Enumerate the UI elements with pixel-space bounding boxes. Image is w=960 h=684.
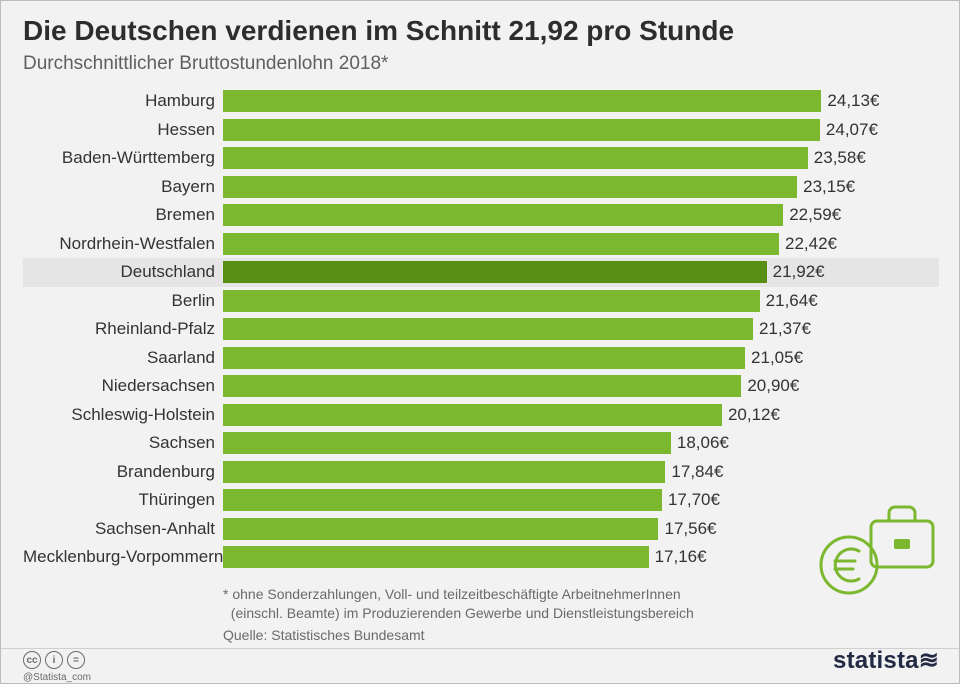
cc-by-icon: i [45,651,63,669]
category-label: Hamburg [23,91,223,111]
statista-logo: statista≋ [833,646,939,675]
chart-row: Sachsen-Anhalt 17,56€ [23,515,939,544]
category-label: Mecklenburg-Vorpommern [23,547,223,567]
category-label: Bayern [23,177,223,197]
bar [223,261,767,283]
value-label: 17,84€ [671,460,723,484]
category-label: Hessen [23,120,223,140]
chart-row: Niedersachsen 20,90€ [23,372,939,401]
category-label: Saarland [23,348,223,368]
bar [223,518,658,540]
bar-track: 21,05€ [223,346,939,370]
value-label: 20,90€ [747,374,799,398]
bar [223,375,741,397]
chart-row: Hessen 24,07€ [23,116,939,145]
bar [223,233,779,255]
category-label: Thüringen [23,490,223,510]
chart-row: Thüringen 17,70€ [23,486,939,515]
bar-track: 21,92€ [223,260,939,284]
footer: cc i = @Statista_com statista≋ [1,648,959,683]
value-label: 22,42€ [785,232,837,256]
cc-icon: cc [23,651,41,669]
chart-row: Bremen 22,59€ [23,201,939,230]
value-label: 20,12€ [728,403,780,427]
bar-track: 22,42€ [223,232,939,256]
cc-license-icons: cc i = [23,651,85,669]
value-label: 21,37€ [759,317,811,341]
bar-track: 23,15€ [223,175,939,199]
category-label: Bremen [23,205,223,225]
bar [223,90,821,112]
bar-track: 21,37€ [223,317,939,341]
chart-row: Deutschland 21,92€ [23,258,939,287]
category-label: Baden-Württemberg [23,148,223,168]
statista-wave-icon: ≋ [919,647,939,674]
chart-row: Berlin 21,64€ [23,287,939,316]
source-text: Quelle: Statistisches Bundesamt [223,627,425,643]
chart-subtitle: Durchschnittlicher Bruttostundenlohn 201… [23,53,388,75]
value-label: 21,92€ [773,260,825,284]
footnote: * ohne Sonderzahlungen, Voll- und teilze… [223,585,694,623]
chart-row: Baden-Württemberg 23,58€ [23,144,939,173]
category-label: Schleswig-Holstein [23,405,223,425]
bar-track: 23,58€ [223,146,939,170]
bar [223,204,783,226]
chart-row: Rheinland-Pfalz 21,37€ [23,315,939,344]
value-label: 22,59€ [789,203,841,227]
chart-row: Schleswig-Holstein 20,12€ [23,401,939,430]
category-label: Niedersachsen [23,376,223,396]
category-label: Sachsen [23,433,223,453]
chart-row: Brandenburg 17,84€ [23,458,939,487]
value-label: 24,07€ [826,118,878,142]
value-label: 23,15€ [803,175,855,199]
bar-track: 20,90€ [223,374,939,398]
bar-track: 22,59€ [223,203,939,227]
chart-row: Sachsen 18,06€ [23,429,939,458]
euro-briefcase-icon [809,499,939,599]
bar [223,432,671,454]
twitter-handle: @Statista_com [23,672,91,683]
value-label: 18,06€ [677,431,729,455]
value-label: 21,05€ [751,346,803,370]
bar-track: 18,06€ [223,431,939,455]
bar-chart: Hamburg24,13€Hessen24,07€Baden-Württembe… [23,87,939,572]
value-label: 17,56€ [664,517,716,541]
footnote-line: (einschl. Beamte) im Produzierenden Gewe… [223,604,694,623]
chart-row: Saarland 21,05€ [23,344,939,373]
bar [223,147,808,169]
bar [223,176,797,198]
bar [223,489,662,511]
category-label: Sachsen-Anhalt [23,519,223,539]
category-label: Brandenburg [23,462,223,482]
bar [223,546,649,568]
value-label: 21,64€ [766,289,818,313]
footnote-line: * ohne Sonderzahlungen, Voll- und teilze… [223,585,694,604]
bar [223,290,760,312]
value-label: 23,58€ [814,146,866,170]
category-label: Deutschland [23,262,223,282]
cc-nd-icon: = [67,651,85,669]
bar [223,404,722,426]
bar-track: 21,64€ [223,289,939,313]
value-label: 24,13€ [827,89,879,113]
value-label: 17,70€ [668,488,720,512]
chart-row: Nordrhein-Westfalen 22,42€ [23,230,939,259]
category-label: Nordrhein-Westfalen [23,234,223,254]
bar-track: 24,13€ [223,89,939,113]
bar [223,347,745,369]
chart-title: Die Deutschen verdienen im Schnitt 21,92… [23,15,734,47]
chart-row: Mecklenburg-Vorpommern 17,16€ [23,543,939,572]
category-label: Rheinland-Pfalz [23,319,223,339]
value-label: 17,16€ [655,545,707,569]
bar [223,318,753,340]
bar [223,119,820,141]
chart-row: Hamburg 24,13€ [23,87,939,116]
bar-track: 24,07€ [223,118,939,142]
bar-track: 20,12€ [223,403,939,427]
bar-track: 17,84€ [223,460,939,484]
chart-row: Bayern 23,15€ [23,173,939,202]
bar [223,461,665,483]
category-label: Berlin [23,291,223,311]
